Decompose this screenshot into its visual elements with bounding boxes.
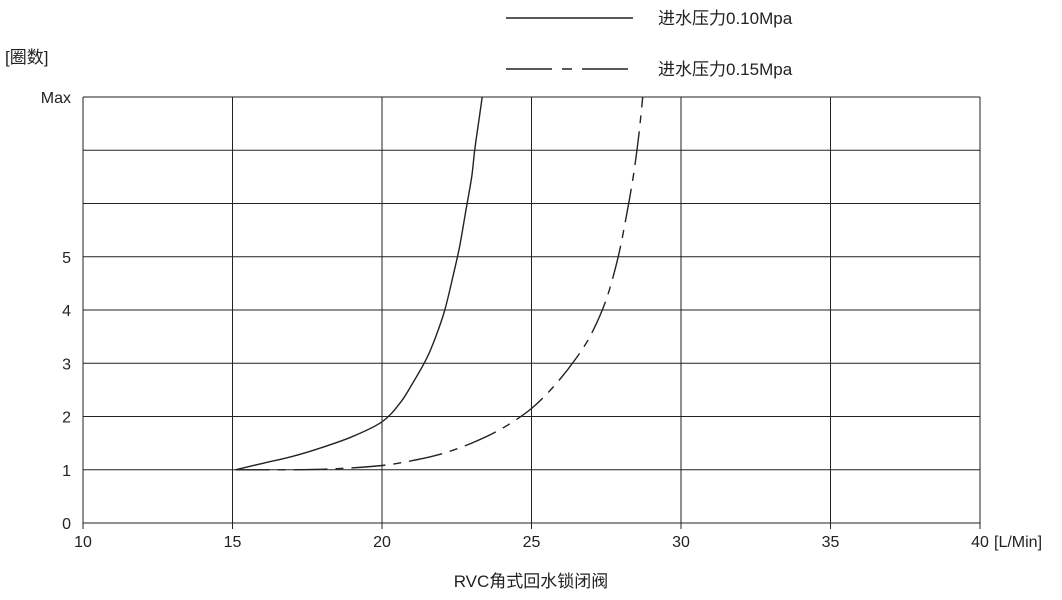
x-tick-label: 15 <box>224 534 242 551</box>
x-axis-unit: [L/Min] <box>994 534 1042 551</box>
y-tick-label: 1 <box>62 463 71 480</box>
series-line-2 <box>235 96 644 471</box>
y-tick-label: 4 <box>62 303 71 320</box>
series-group <box>235 96 644 471</box>
y-tick-label: Max <box>41 90 71 107</box>
series-line-1 <box>235 96 483 471</box>
x-tick-label: 20 <box>373 534 391 551</box>
y-tick-label: 2 <box>62 410 71 427</box>
grid <box>82 96 981 529</box>
x-tick-label: 10 <box>74 534 92 551</box>
legend: 进水压力0.10Mpa 进水压力0.15Mpa <box>506 9 793 79</box>
x-tick-label: 35 <box>822 534 840 551</box>
y-axis-label: [圈数] <box>5 48 48 67</box>
legend-label-2: 进水压力0.15Mpa <box>658 60 793 79</box>
chart-caption: RVC角式回水锁闭阀 <box>454 572 609 591</box>
x-tick-label: 40 <box>971 534 989 551</box>
y-tick-label: 0 <box>62 516 71 533</box>
y-tick-label: 5 <box>62 250 71 267</box>
y-tick-label: 3 <box>62 356 71 373</box>
x-tick-label: 30 <box>672 534 690 551</box>
x-tick-label: 25 <box>523 534 541 551</box>
tick-labels: 10 15 20 25 30 35 40 0 1 2 3 4 5 Max <box>41 90 989 551</box>
legend-label-1: 进水压力0.10Mpa <box>658 9 793 28</box>
